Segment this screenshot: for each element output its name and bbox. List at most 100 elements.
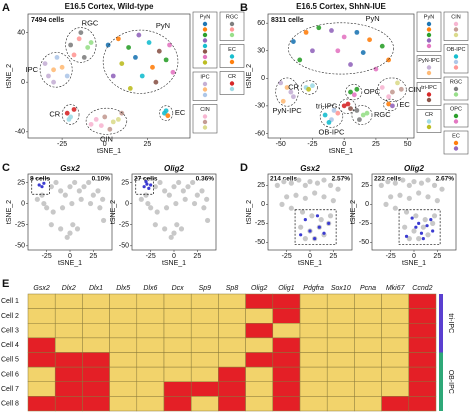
heatmap-cell [163,323,192,339]
background-point [44,205,50,211]
cell-point [303,29,309,35]
cell-point [395,80,400,86]
x-axis-label: tSNE_1 [329,148,353,155]
gene-label: Ccnd2 [412,285,432,292]
legend-dot [453,21,459,27]
background-point [406,195,412,201]
cluster-label: EC [399,100,410,109]
y-tick-label: 0 [125,200,129,207]
heatmap-cell [381,293,410,309]
cell-point [360,112,366,118]
heatmap-cell [272,352,301,368]
heatmap-cell [163,308,192,324]
cell-point [153,79,159,85]
heatmap-cell [299,323,328,339]
background-point [62,192,68,198]
background-point [204,196,210,202]
background-point [64,234,70,240]
background-point [418,180,425,186]
x-tick-label: 25 [193,253,201,260]
background-point [178,226,185,232]
cell-point [81,55,87,60]
gene-label: Mki67 [386,285,406,292]
cluster-label: IPC [26,65,39,74]
cell-point [88,40,94,45]
background-point [406,236,412,242]
heatmap-cell [218,323,246,339]
gene-name: Gsx2 [60,164,80,173]
background-point [312,190,318,196]
heatmap-cell [109,323,138,339]
legend-label: PyN [200,14,210,20]
y-axis-label: tSNE_2 [6,64,13,88]
x-tick-label: 25 [329,253,337,260]
cell-point [354,29,360,35]
x-tick-label: 0 [172,253,176,260]
cell-percent: 2.57% [332,176,351,183]
legend-dot [202,119,208,125]
heatmap-cell [136,381,165,397]
legend-label: PyN [424,14,434,20]
heatmap-cell [82,381,110,397]
heatmap-cell [54,396,83,412]
legend-dot [453,65,459,70]
heatmap-cell [190,366,219,382]
expressing-cell [421,237,425,241]
cell-point [329,28,334,33]
heatmap-cell [136,323,165,339]
cluster-outline [275,77,299,107]
heatmap-cell [218,337,246,353]
row-label: Cell 8 [1,401,19,408]
cluster-outline [85,107,128,135]
expressing-cell [299,233,303,237]
background-point [400,177,406,183]
background-point [190,179,196,186]
cell-point [98,123,104,128]
background-point [70,222,76,228]
background-point [34,196,40,202]
y-tick-label: 60 [257,20,265,27]
heatmap-cell [54,293,83,309]
background-point [309,213,315,219]
background-point [67,230,73,236]
heatmap-cell [381,381,410,397]
heatmap-cell [54,381,83,397]
heatmap-cell [190,293,219,309]
heatmap-cell [109,366,138,382]
x-tick-label: -25 [282,253,292,260]
background-point [162,188,168,194]
heatmap-cell [245,293,274,309]
heatmap-cell [109,293,138,309]
heatmap-cell [408,396,437,412]
heatmap-cell [326,366,355,382]
background-point [321,177,327,183]
cell-point [46,73,51,79]
cluster-label: RGC [82,19,99,28]
heatmap-cell [54,323,83,339]
row-label: Cell 2 [1,313,19,320]
heatmap-cell [190,323,219,339]
cell-point [126,45,132,50]
heatmap-cell [381,323,410,339]
x-axis-label: tSNE_1 [58,260,82,267]
cell-point [150,64,155,70]
background-point [53,179,59,186]
gene-name: Olig2 [164,164,185,173]
legend-dot [202,38,208,43]
legend-dot [426,124,432,130]
legend-dot [453,86,459,92]
background-point [67,184,73,190]
background-point [194,192,200,198]
background-point [434,198,440,204]
expressing-cell [404,234,409,238]
heatmap-cell [82,396,110,412]
panel-letter: E [2,278,9,290]
legend-dot [453,27,459,32]
row-label: Cell 7 [1,386,19,393]
legend-dot [426,70,432,76]
legend-dot [426,38,432,43]
heatmap-cell [218,352,246,368]
cell-point [107,126,113,132]
x-tick-label: 50 [404,141,412,148]
y-axis-label: tSNE_2 [6,200,13,224]
